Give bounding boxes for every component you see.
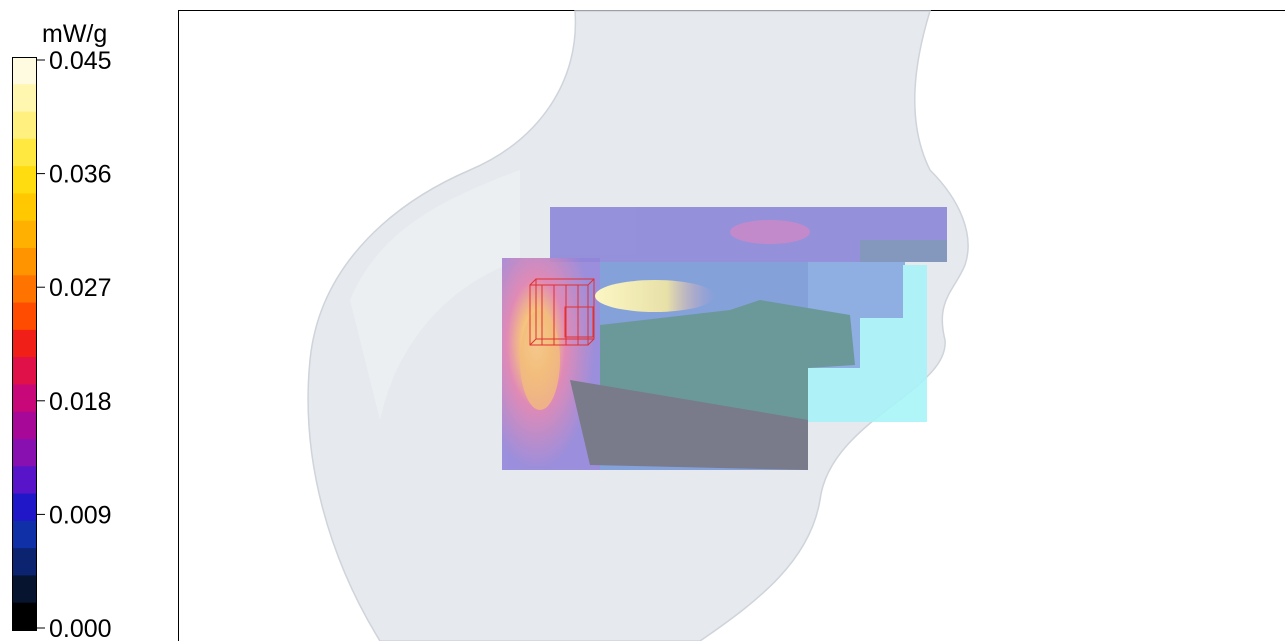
color-band [12,520,37,549]
color-band [12,57,37,85]
color-band [12,548,37,576]
tick-label: 0.009 [49,501,112,529]
tick-label: 0.036 [49,161,112,189]
tick-label: 0.018 [49,388,112,416]
color-band [12,275,37,304]
color-band [12,602,37,631]
color-band [12,384,37,413]
color-band [12,411,37,440]
colorbar-unit: mW/g [42,20,107,48]
color-band [12,138,37,167]
color-band [12,166,37,194]
color-band [12,193,37,222]
color-band [12,84,37,113]
scan-area [502,207,947,470]
color-band [12,493,37,522]
color-band [12,302,37,331]
color-band [12,220,37,249]
color-band [12,466,37,495]
probe-cube [529,278,595,346]
head-shading [350,170,520,420]
color-band [12,329,37,358]
colorbar-ticks: 0.045 0.036 0.027 0.018 0.009 0.000 [37,47,112,641]
color-band [12,439,37,467]
tick-label: 0.045 [49,47,112,75]
color-band [12,111,37,140]
color-band [12,248,37,276]
colorbar-border [12,57,37,631]
tick-label: 0.000 [49,615,112,641]
color-band [12,357,37,385]
colorbar [12,57,37,631]
color-band [12,575,37,604]
tick-label: 0.027 [49,274,112,302]
